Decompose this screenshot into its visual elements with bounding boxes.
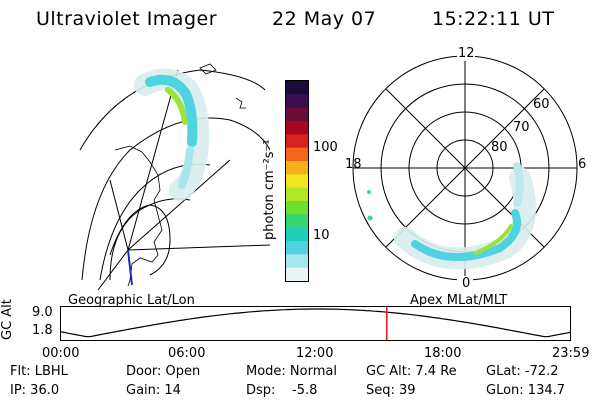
lat-label-80: 80 — [491, 140, 508, 155]
footer-dsp-value: -5.8 — [292, 383, 318, 398]
polar-diagonal-2 — [385, 88, 545, 248]
map-meridian-2 — [127, 159, 231, 251]
colorbar-band — [286, 121, 308, 135]
footer-filter: Flt: LBHL — [10, 364, 68, 379]
footer-glon: GLon: 134.7 — [486, 383, 566, 398]
colorbar-band — [286, 201, 308, 215]
orbit-timeline — [60, 306, 571, 341]
time-label: 15:22:11 UT — [432, 8, 555, 30]
mlt-label-6: 6 — [578, 157, 587, 172]
mlt-label-18: 18 — [345, 157, 362, 172]
footer-ip: IP: 36.0 — [10, 383, 60, 398]
colorbar — [285, 80, 309, 282]
map-meridian-5 — [109, 179, 129, 251]
instrument-title: Ultraviolet Imager — [36, 8, 218, 30]
colorbar-band — [286, 107, 308, 122]
colorbar-band — [286, 161, 308, 175]
footer-gc-alt: GC Alt: 7.4 Re — [366, 364, 457, 379]
map-latitude-arc-1 — [81, 117, 270, 281]
map-latitude-arc-3 — [109, 198, 191, 281]
colorbar-band — [286, 81, 308, 95]
timeline-xtick-1200: 12:00 — [296, 346, 334, 361]
colorbar-band — [286, 174, 308, 189]
date-label: 22 May 07 — [272, 8, 377, 30]
footer-gain: Gain: 14 — [126, 383, 181, 398]
map-latitude-arc-outer — [79, 69, 266, 151]
left-panel-caption: Geographic Lat/Lon — [68, 293, 195, 308]
colorbar-band — [286, 254, 308, 269]
colorbar-band — [286, 227, 308, 242]
colorbar-unit-label: photon cm⁻²s⁻¹ — [262, 139, 277, 240]
timeline-ytick-1.8: 1.8 — [32, 323, 53, 338]
colorbar-band — [286, 94, 308, 109]
colorbar-band — [286, 187, 308, 202]
footer-mode: Mode: Normal — [246, 364, 337, 379]
colorbar-band — [286, 267, 308, 282]
timeline-ytick-9: 9.0 — [32, 305, 53, 320]
map-meridian-3 — [127, 244, 270, 251]
map-pole-circle — [109, 204, 171, 276]
timeline-xtick-0600: 06:00 — [168, 346, 206, 361]
right-panel-caption: Apex MLat/MLT — [410, 293, 508, 308]
timeline-xtick-1800: 18:00 — [424, 346, 462, 361]
timeline-xtick-0000: 00:00 — [42, 346, 80, 361]
colorbar-tick-100: 100 — [313, 140, 338, 155]
coastline-fragment — [235, 97, 246, 109]
aurora-emission-geo — [134, 68, 210, 201]
lat-label-60: 60 — [533, 97, 550, 112]
footer-dsp-label: Dsp: — [246, 383, 276, 398]
lat-label-70: 70 — [513, 120, 530, 135]
orbit-curve — [60, 308, 571, 338]
colorbar-band — [286, 147, 308, 162]
colorbar-band — [286, 241, 308, 255]
colorbar-band — [286, 214, 308, 229]
aurora-emission-polar — [367, 162, 536, 270]
timeline-ylabel: GC Alt — [0, 299, 15, 340]
geographic-map — [79, 63, 270, 290]
map-meridian-1 — [127, 69, 179, 251]
polar-plot — [352, 48, 578, 288]
mlt-label-0: 0 — [462, 276, 471, 291]
coastline — [114, 145, 163, 287]
timeline-frame — [60, 306, 571, 341]
colorbar-tick-10: 10 — [313, 228, 330, 243]
mlt-label-12: 12 — [458, 46, 475, 61]
colorbar-gradient — [286, 81, 308, 282]
footer-door: Door: Open — [126, 364, 201, 379]
footer-seq: Seq: 39 — [366, 383, 416, 398]
timeline-xtick-2359: 23:59 — [552, 346, 590, 361]
colorbar-band — [286, 134, 308, 149]
blue-track — [127, 249, 133, 286]
map-meridian-4 — [97, 249, 129, 290]
footer-glat: GLat: -72.2 — [486, 364, 559, 379]
coastline-island — [199, 63, 217, 75]
